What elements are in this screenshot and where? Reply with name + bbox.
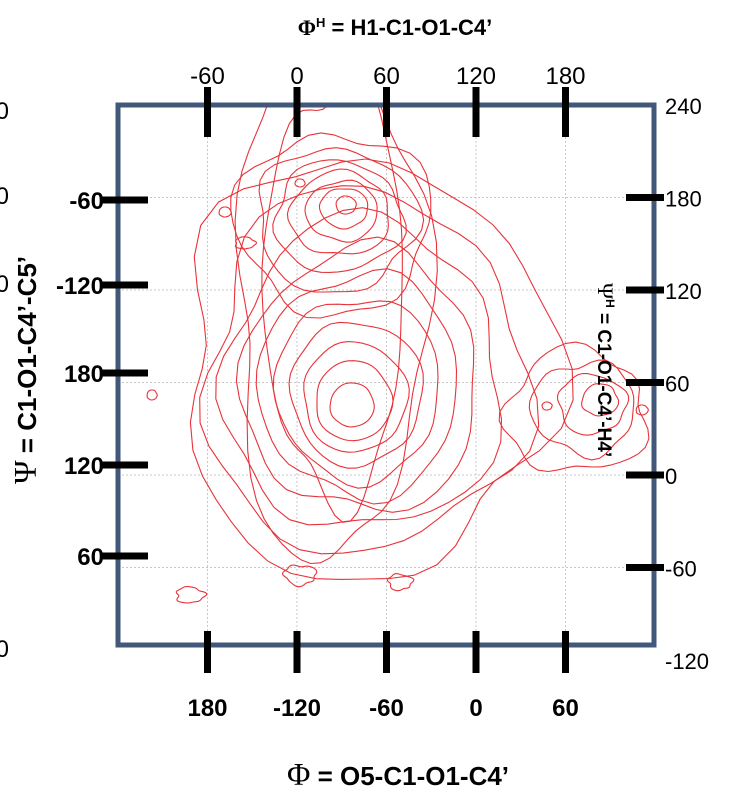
bottom-tick-label: 0: [469, 695, 482, 722]
right-tick-label: -60: [665, 557, 697, 582]
bottom-tick-label: 60: [552, 695, 579, 722]
left-tick-label: 60: [77, 544, 104, 571]
contour-island: [234, 236, 258, 250]
right-tick-label: -120: [665, 649, 709, 674]
contour-global-minimum: [255, 268, 458, 505]
left-clipped-label: 0: [0, 183, 9, 210]
top-tick-label: 0: [290, 63, 303, 90]
grid: [118, 105, 654, 645]
right-tick-label: 180: [665, 187, 702, 212]
contour-right-shoulder: [528, 359, 635, 461]
left-clipped-label: 0: [0, 636, 9, 663]
contour-island: [541, 401, 553, 411]
contour-neck: [234, 105, 438, 565]
top-tick-label: 120: [456, 63, 496, 90]
contour-global-minimum: [272, 300, 439, 489]
bottom-tick-label: -120: [273, 695, 321, 722]
contour-global-minimum: [303, 341, 410, 453]
right-axis-title: ΨH = C1-O1-C4’-H4’: [593, 283, 618, 457]
left-tick-label: -60: [69, 188, 104, 215]
top-tick-label: -60: [190, 63, 225, 90]
axis-ticks: [100, 87, 664, 673]
contour-island: [146, 389, 158, 401]
bottom-axis-title: Φ = O5-C1-O1-C4’: [287, 756, 509, 792]
contour-island: [218, 206, 232, 218]
contour-upper-minimum: [286, 168, 389, 255]
right-tick-label: 120: [665, 279, 702, 304]
right-tick-label: 0: [665, 464, 677, 489]
right-tick-label: 60: [665, 372, 689, 397]
contour-global-minimum: [329, 382, 375, 428]
contour-island: [635, 404, 649, 416]
top-tick-label: 60: [373, 63, 400, 90]
contour-global-minimum: [288, 321, 424, 469]
contour-upper-minimum: [272, 159, 407, 273]
left-tick-label: -120: [56, 273, 104, 300]
contour-island: [175, 585, 208, 604]
left-tick-label: 180: [64, 361, 104, 388]
contour-global-minimum: [235, 236, 475, 513]
left-clipped-label: 0: [0, 271, 9, 298]
contour-global-minimum: [199, 185, 540, 555]
top-axis-title: ΦH = H1-C1-O1-C4’: [298, 15, 493, 40]
contour-right-shoulder: [498, 341, 650, 473]
contour-upper-minimum: [304, 179, 378, 243]
bottom-tick-label: -60: [369, 695, 404, 722]
bottom-tick-label: 180: [187, 695, 227, 722]
right-tick-label: 240: [665, 94, 702, 119]
contour-upper-minimum: [318, 188, 369, 230]
contour-upper-minimum: [335, 195, 357, 215]
contour-island: [281, 564, 318, 588]
contour-neck: [261, 105, 403, 523]
contour-right-shoulder: [581, 383, 620, 417]
contour-global-minimum: [215, 207, 503, 526]
left-clipped-label: 0: [0, 98, 9, 125]
contour-global-minimum: [189, 158, 574, 580]
contour-upper-minimum: [258, 147, 425, 293]
top-tick-label: 180: [545, 63, 585, 90]
contour-island: [386, 573, 415, 592]
contour-right-shoulder: [556, 372, 630, 436]
left-tick-label: 120: [64, 453, 104, 480]
contour-lines: [146, 105, 650, 604]
axis-tick-labels: 180 -120 -60 0 60 -60 0 60 120 180 -60 -120 180 120 60…: [0, 63, 709, 722]
contour-island: [294, 178, 306, 188]
contour-upper-minimum: [230, 132, 432, 319]
contour-global-minimum: [316, 360, 394, 442]
left-axis-title: Ψ = C1-O1-C4’-C5’: [7, 256, 43, 484]
